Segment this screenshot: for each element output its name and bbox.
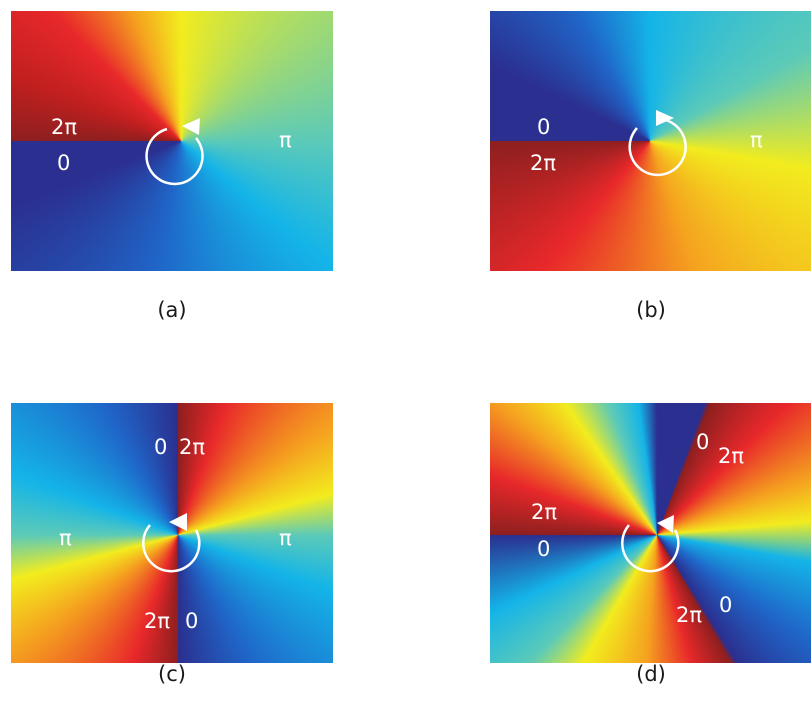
phase-label: 2π — [51, 115, 78, 139]
phase-label: 2π — [676, 603, 703, 627]
phase-panel-a: 2π 0 π — [11, 11, 333, 271]
phase-label: 0 — [719, 593, 733, 617]
phase-color-wheel — [11, 11, 333, 271]
phase-label: 0 — [154, 435, 168, 459]
winding-arrow-icon — [145, 118, 204, 186]
panel-caption: (a) — [157, 298, 187, 322]
phase-label: 0 — [57, 151, 71, 175]
phase-panel-c: 0 2π π π 2π 0 — [11, 403, 333, 663]
phase-label: π — [279, 526, 292, 550]
phase-panel-b: 0 2π π — [490, 11, 811, 271]
phase-label: 0 — [537, 115, 551, 139]
phase-label: 0 — [185, 609, 199, 633]
winding-arrow-icon — [621, 515, 680, 573]
phase-color-wheel — [490, 11, 811, 271]
winding-arrow-icon — [142, 513, 201, 573]
winding-arrow-icon — [628, 110, 687, 177]
panel-caption: (d) — [636, 662, 666, 686]
phase-label: 2π — [531, 500, 558, 524]
phase-label: 0 — [537, 537, 551, 561]
phase-label: 2π — [530, 151, 557, 175]
phase-label: π — [59, 526, 72, 550]
phase-label: 2π — [718, 444, 745, 468]
panel-caption: (c) — [158, 662, 186, 686]
panel-caption: (b) — [636, 298, 666, 322]
phase-label: π — [750, 128, 763, 152]
phase-panel-d: 0 2π 2π 0 2π 0 — [490, 403, 811, 663]
phase-label: 2π — [179, 435, 206, 459]
phase-label: π — [279, 128, 292, 152]
phase-color-wheel — [11, 403, 333, 663]
phase-label: 0 — [696, 430, 710, 454]
phase-color-wheel — [490, 403, 811, 663]
phase-label: 2π — [144, 609, 171, 633]
